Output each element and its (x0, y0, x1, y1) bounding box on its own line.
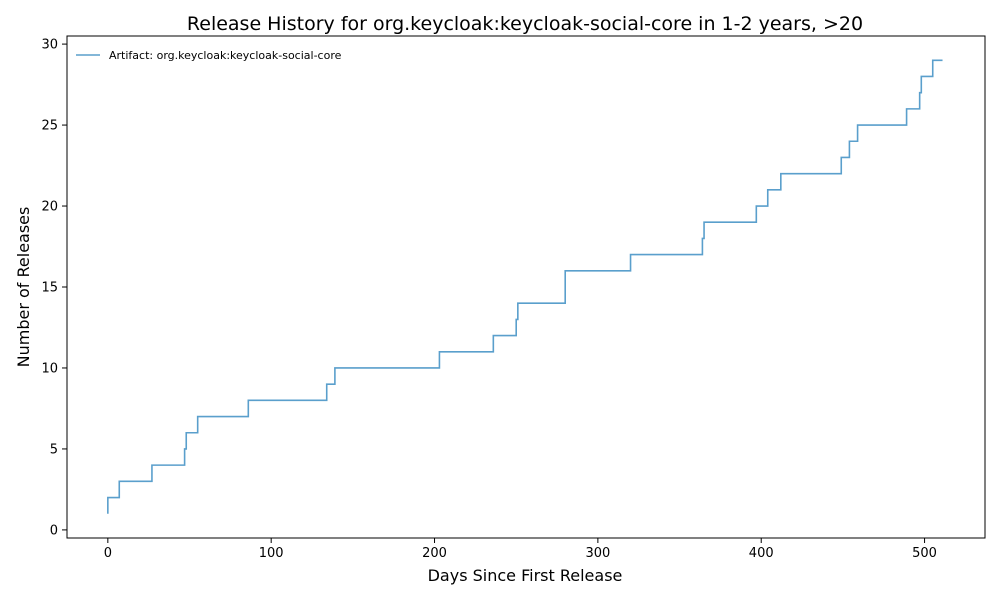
x-axis: 0 100 200 300 400 500 (104, 538, 937, 561)
y-tick-label: 0 (50, 523, 58, 538)
series-layer (107, 59, 943, 514)
plot-area (66, 35, 986, 539)
y-tick-label: 30 (41, 38, 58, 53)
y-tick-label: 20 (41, 200, 58, 215)
legend-entry-label: Artifact: org.keycloak:keycloak-social-c… (109, 49, 342, 62)
y-tick-label: 25 (41, 119, 58, 134)
x-tick-label: 200 (422, 546, 447, 561)
plot-frame (66, 35, 986, 539)
x-tick-label: 500 (912, 546, 937, 561)
y-axis: 0 5 10 15 20 25 30 (41, 38, 67, 538)
x-tick-label: 300 (585, 546, 610, 561)
y-tick-label: 15 (41, 281, 58, 296)
x-tick-label: 400 (749, 546, 774, 561)
x-tick-label: 0 (104, 546, 112, 561)
x-axis-title: Days Since First Release (428, 566, 623, 585)
y-tick-label: 10 (41, 361, 58, 376)
legend: Artifact: org.keycloak:keycloak-social-c… (76, 49, 342, 62)
x-tick-label: 100 (259, 546, 284, 561)
y-tick-label: 5 (50, 442, 58, 457)
y-axis-title: Number of Releases (14, 207, 33, 368)
chart-title: Release History for org.keycloak:keycloa… (187, 13, 863, 35)
series-line (107, 59, 943, 514)
